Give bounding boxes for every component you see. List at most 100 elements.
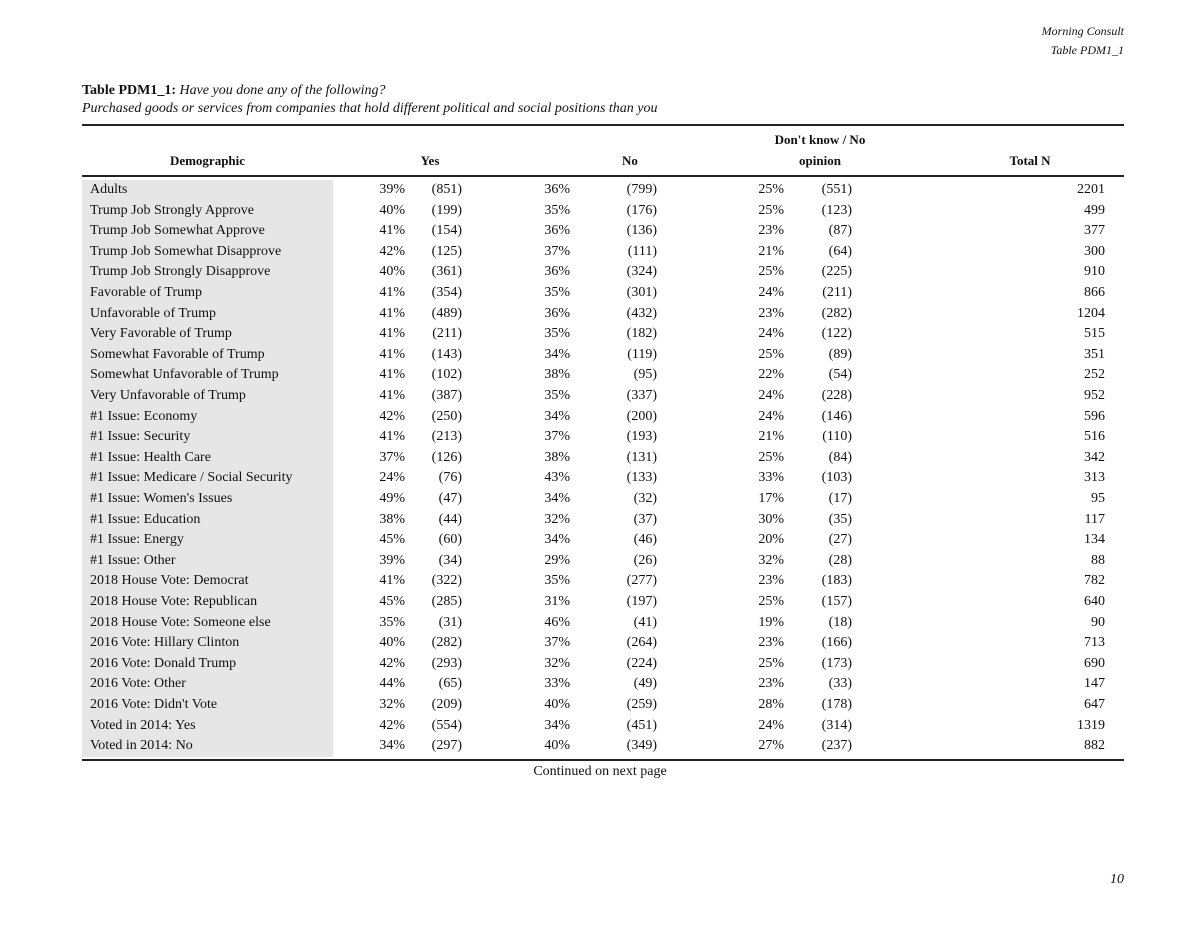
org-name: Morning Consult (1041, 24, 1124, 38)
cell-dk-pct: 33% (758, 470, 784, 486)
cell-demo: #1 Issue: Women's Issues (90, 491, 233, 506)
cell-dk-pct: 21% (758, 243, 784, 259)
cell-yes-pct: 41% (379, 346, 405, 362)
cell-no-n: (451) (626, 717, 657, 733)
cell-no-n: (197) (626, 594, 657, 609)
cell-yes-n: (211) (432, 326, 462, 342)
cell-dk-pct: 25% (758, 594, 784, 609)
table-row: #1 Issue: Economy 42% (250) 34% (200) 24% (146… (82, 407, 1124, 428)
cell-demo: Trump Job Strongly Disapprove (90, 264, 271, 280)
cell-no-pct: 35% (544, 573, 570, 589)
demographic-column-shading (82, 180, 333, 757)
cell-dk-pct: 23% (758, 305, 784, 321)
cell-total: 134 (1084, 532, 1105, 548)
cell-no-pct: 34% (544, 408, 570, 424)
table-row: #1 Issue: Health Care 37% (126) 38% (131) 25%… (82, 448, 1124, 469)
cell-total: 640 (1084, 594, 1105, 609)
cell-total: 499 (1084, 202, 1105, 218)
cell-total: 690 (1084, 655, 1105, 671)
cell-no-pct: 37% (544, 243, 570, 259)
table-title: Table PDM1_1: Have you done any of the f… (82, 83, 386, 99)
cell-no-pct: 36% (544, 305, 570, 321)
cell-no-pct: 32% (544, 655, 570, 671)
cell-no-pct: 37% (544, 635, 570, 651)
cell-total: 95 (1091, 491, 1105, 506)
cell-demo: Trump Job Somewhat Approve (90, 223, 265, 239)
cell-dk-n: (84) (828, 449, 852, 465)
table-row: Somewhat Unfavorable of Trump 41% (102) 38%… (82, 365, 1124, 386)
cell-no-n: (46) (633, 532, 657, 548)
cell-dk-pct: 22% (758, 367, 784, 383)
cell-yes-n: (199) (431, 202, 462, 218)
cell-no-pct: 37% (544, 429, 570, 445)
table-subtitle: Purchased goods or services from compani… (82, 101, 658, 116)
cell-demo: 2016 Vote: Didn't Vote (90, 697, 218, 712)
cell-dk-pct: 24% (758, 717, 784, 733)
table-row: 2016 Vote: Other 44% (65) 33% (49) 23% (33) 147 (82, 674, 1124, 695)
cell-dk-pct: 30% (758, 511, 784, 527)
cell-dk-n: (17) (828, 491, 852, 506)
cell-no-pct: 40% (544, 738, 570, 754)
cell-dk-pct: 25% (758, 449, 784, 465)
cell-dk-n: (173) (821, 655, 852, 671)
cell-dk-n: (211) (822, 285, 852, 300)
cell-dk-pct: 25% (758, 182, 784, 197)
cell-demo: Somewhat Favorable of Trump (90, 346, 265, 362)
cell-no-n: (324) (626, 264, 657, 280)
cell-dk-pct: 23% (758, 223, 784, 239)
col-header-yes: Yes (420, 153, 440, 168)
cell-dk-n: (33) (828, 676, 852, 692)
cell-demo: Adults (90, 182, 128, 197)
cell-total: 313 (1084, 470, 1105, 486)
cell-no-pct: 34% (544, 491, 570, 506)
table-row: 2018 House Vote: Democrat 41% (322) 35% (277… (82, 571, 1124, 592)
cell-yes-n: (250) (431, 408, 462, 424)
cell-no-n: (799) (626, 182, 657, 197)
cell-total: 252 (1084, 367, 1105, 383)
cell-dk-pct: 28% (758, 697, 784, 712)
table-question: Have you done any of the following? (179, 83, 386, 98)
table-id: Table PDM1_1 (1050, 43, 1124, 57)
cell-yes-pct: 42% (379, 655, 405, 671)
table-row: 2016 Vote: Hillary Clinton 40% (282) 37% (26… (82, 633, 1124, 654)
cell-no-pct: 29% (544, 552, 570, 568)
cell-no-pct: 46% (544, 614, 570, 630)
cell-yes-pct: 39% (379, 182, 405, 197)
cell-dk-n: (103) (821, 470, 852, 486)
cell-no-pct: 35% (544, 388, 570, 403)
cell-no-n: (49) (633, 676, 657, 692)
table-row: #1 Issue: Medicare / Social Security 24% (… (82, 468, 1124, 489)
cell-dk-pct: 24% (758, 408, 784, 424)
cell-dk-n: (110) (822, 429, 852, 445)
cell-dk-n: (122) (821, 326, 852, 342)
cell-dk-n: (228) (821, 388, 852, 403)
cell-no-n: (26) (633, 552, 657, 568)
table-row: 2018 House Vote: Someone else 35% (31) 46% (… (82, 613, 1124, 634)
cell-no-pct: 38% (544, 449, 570, 465)
cell-yes-n: (143) (431, 346, 462, 362)
cell-yes-n: (126) (431, 449, 462, 465)
cell-no-n: (131) (626, 449, 657, 465)
cell-no-pct: 31% (544, 594, 570, 609)
cell-yes-n: (554) (431, 717, 462, 733)
cell-total: 90 (1091, 614, 1105, 630)
cell-dk-pct: 24% (758, 326, 784, 342)
cell-yes-pct: 41% (379, 223, 405, 239)
cell-yes-n: (47) (438, 491, 462, 506)
cell-yes-pct: 40% (379, 264, 405, 280)
cell-dk-n: (87) (828, 223, 852, 239)
cell-yes-pct: 39% (379, 552, 405, 568)
cell-dk-n: (166) (821, 635, 852, 651)
cell-yes-pct: 40% (379, 635, 405, 651)
cell-demo: Trump Job Strongly Approve (90, 202, 255, 218)
cell-yes-n: (213) (431, 429, 462, 445)
cell-total: 882 (1084, 738, 1105, 754)
table-row: #1 Issue: Other 39% (34) 29% (26) 32% (28) 88 (82, 551, 1124, 572)
cell-dk-pct: 23% (758, 635, 784, 651)
cell-yes-pct: 45% (379, 594, 405, 609)
cell-dk-n: (54) (828, 367, 852, 383)
cell-total: 117 (1084, 511, 1105, 527)
cell-no-n: (37) (633, 511, 657, 527)
table-row: Trump Job Somewhat Disapprove 42% (125) 37%… (82, 242, 1124, 263)
table-label: Table PDM1_1: (82, 83, 176, 98)
